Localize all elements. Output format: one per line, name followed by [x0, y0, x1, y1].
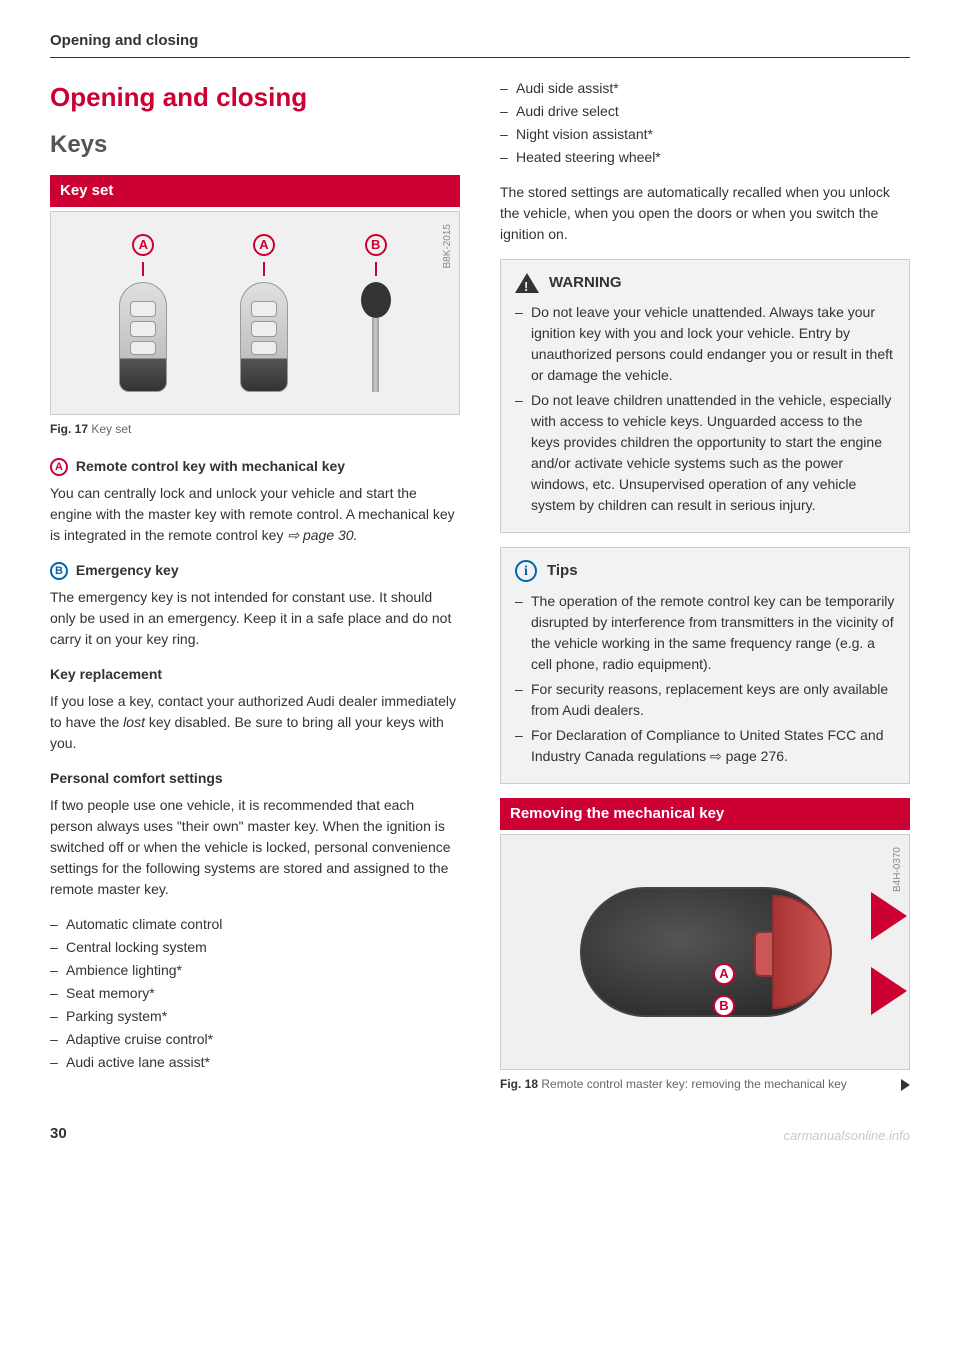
- figure-18: B4H-0370 A B: [500, 834, 910, 1070]
- list-item: Night vision assistant*: [500, 124, 910, 145]
- warning-box: WARNING Do not leave your vehicle unatte…: [500, 259, 910, 534]
- right-column: Audi side assist*Audi drive selectNight …: [500, 78, 910, 1094]
- para-emergency-key: The emergency key is not intended for co…: [50, 587, 460, 650]
- list-item: Do not leave your vehicle unattended. Al…: [515, 302, 895, 386]
- marker-b-inline: B: [50, 562, 68, 580]
- list-item: Heated steering wheel*: [500, 147, 910, 168]
- list-item: Parking system*: [50, 1006, 460, 1027]
- removing-key-heading: Removing the mechanical key: [500, 798, 910, 831]
- keyset-heading: Key set: [50, 175, 460, 208]
- list-item: Automatic climate control: [50, 914, 460, 935]
- list-item: Audi side assist*: [500, 78, 910, 99]
- arrow-icon: [871, 967, 907, 1015]
- page-number: 30: [50, 1123, 67, 1146]
- marker-b: B: [713, 995, 735, 1017]
- fig17-caption: Fig. 17 Key set: [50, 420, 460, 438]
- list-item: Adaptive cruise control*: [50, 1029, 460, 1050]
- key-fob-a2: A: [240, 234, 288, 392]
- marker-a: A: [132, 234, 154, 256]
- list-item: Central locking system: [50, 937, 460, 958]
- comfort-list: Automatic climate controlCentral locking…: [50, 914, 460, 1073]
- list-item: For security reasons, replacement keys a…: [515, 679, 895, 721]
- heading-comfort: Personal comfort settings: [50, 768, 460, 789]
- spare-key-b: B: [361, 234, 391, 392]
- fig18-caption: Fig. 18 Remote control master key: remov…: [500, 1075, 910, 1093]
- list-item: For Declaration of Compliance to United …: [515, 725, 895, 767]
- para-comfort: If two people use one vehicle, it is rec…: [50, 795, 460, 900]
- sub-title: Keys: [50, 127, 460, 163]
- list-item: Ambience lighting*: [50, 960, 460, 981]
- tips-list: The operation of the remote control key …: [515, 591, 895, 767]
- warning-title: WARNING: [549, 272, 622, 295]
- figure-17: B8K-2015 A A B: [50, 211, 460, 415]
- para-key-replacement: If you lose a key, contact your authoriz…: [50, 691, 460, 754]
- left-column: Opening and closing Keys Key set B8K-201…: [50, 78, 460, 1094]
- heading-key-replacement: Key replacement: [50, 664, 460, 685]
- section-title: Opening and closing: [50, 78, 460, 117]
- list-item: Seat memory*: [50, 983, 460, 1004]
- list-item: Do not leave children unattended in the …: [515, 390, 895, 516]
- watermark: carmanualsonline.info: [784, 1126, 910, 1146]
- para-remote-key: You can centrally lock and unlock your v…: [50, 483, 460, 546]
- heading-remote-key: A Remote control key with mechanical key: [50, 456, 460, 477]
- marker-a: A: [253, 234, 275, 256]
- list-item: Audi active lane assist*: [50, 1052, 460, 1073]
- tips-title: Tips: [547, 560, 578, 583]
- continue-arrow-icon: [901, 1079, 910, 1091]
- warning-icon: [515, 273, 539, 293]
- figure-code: B8K-2015: [440, 224, 455, 268]
- marker-a-inline: A: [50, 458, 68, 476]
- key-fob-a1: A: [119, 234, 167, 392]
- para-stored-settings: The stored settings are automatically re…: [500, 182, 910, 245]
- heading-emergency-key: B Emergency key: [50, 560, 460, 581]
- arrow-icon: [871, 892, 907, 940]
- page-header: Opening and closing: [50, 30, 910, 58]
- key-fob-side: [580, 887, 830, 1017]
- marker-a: A: [713, 963, 735, 985]
- list-item: Audi drive select: [500, 101, 910, 122]
- warning-list: Do not leave your vehicle unattended. Al…: [515, 302, 895, 516]
- list-item: The operation of the remote control key …: [515, 591, 895, 675]
- marker-b: B: [365, 234, 387, 256]
- tips-box: i Tips The operation of the remote contr…: [500, 547, 910, 784]
- info-icon: i: [515, 560, 537, 582]
- comfort-list-continued: Audi side assist*Audi drive selectNight …: [500, 78, 910, 168]
